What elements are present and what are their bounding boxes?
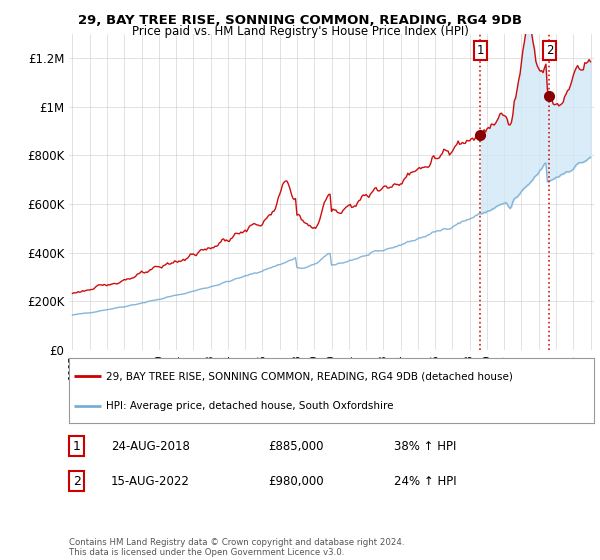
Text: Contains HM Land Registry data © Crown copyright and database right 2024.
This d: Contains HM Land Registry data © Crown c…	[69, 538, 404, 557]
Text: 1: 1	[73, 440, 81, 453]
Text: 15-AUG-2022: 15-AUG-2022	[111, 475, 190, 488]
Text: 24-AUG-2018: 24-AUG-2018	[111, 440, 190, 453]
Text: 29, BAY TREE RISE, SONNING COMMON, READING, RG4 9DB: 29, BAY TREE RISE, SONNING COMMON, READI…	[78, 14, 522, 27]
Text: 24% ↑ HPI: 24% ↑ HPI	[395, 475, 457, 488]
Text: 29, BAY TREE RISE, SONNING COMMON, READING, RG4 9DB (detached house): 29, BAY TREE RISE, SONNING COMMON, READI…	[106, 371, 512, 381]
Text: 38% ↑ HPI: 38% ↑ HPI	[395, 440, 457, 453]
Text: £980,000: £980,000	[269, 475, 324, 488]
Text: 2: 2	[545, 44, 553, 57]
Text: 1: 1	[476, 44, 484, 57]
Text: 2: 2	[73, 475, 81, 488]
Text: HPI: Average price, detached house, South Oxfordshire: HPI: Average price, detached house, Sout…	[106, 401, 393, 411]
Text: Price paid vs. HM Land Registry's House Price Index (HPI): Price paid vs. HM Land Registry's House …	[131, 25, 469, 38]
Text: £885,000: £885,000	[269, 440, 324, 453]
